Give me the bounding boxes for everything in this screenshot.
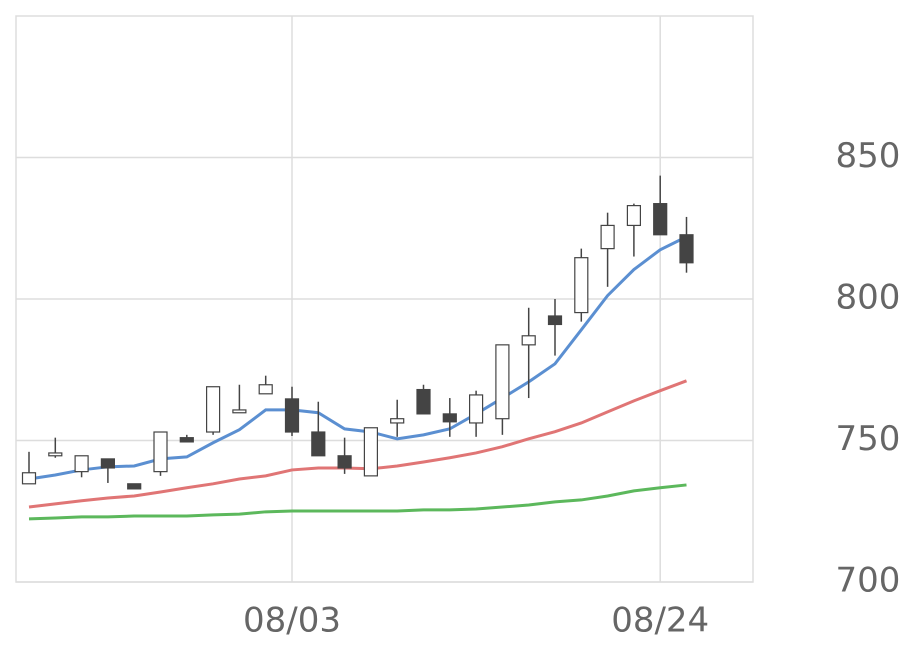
x-tick-label: 08/03 [243,601,341,641]
y-tick-label: 800 [836,278,901,318]
candle-body [521,335,536,346]
candle-body [206,386,221,433]
y-tick-label: 750 [836,419,901,459]
y-tick-label: 850 [836,136,901,176]
candle-body [653,203,668,236]
candle-body [100,458,116,469]
candle-body [337,455,352,469]
candle-body [600,224,615,250]
candle-body [232,409,247,414]
candle-body [258,384,273,395]
candle-body [363,427,378,477]
candle-body [127,483,142,490]
candle-body [574,257,589,314]
candle-body [284,398,300,433]
candle-body [469,394,484,424]
candle-body [179,437,194,443]
candle-body [21,472,37,485]
candle-body [442,413,457,423]
candle-body [495,344,510,420]
moving-average-line [28,235,688,481]
candle-body [390,418,405,424]
moving-average-line [28,379,688,509]
candle-body [153,431,168,473]
candle-body [74,455,89,473]
candle-body [416,388,431,415]
candle-body [626,205,642,227]
x-tick-label: 08/24 [611,601,709,641]
candle-body [311,431,326,457]
y-tick-label: 700 [836,561,901,601]
moving-average-line [28,483,687,521]
candle-body [48,452,63,457]
candle-body [547,315,563,326]
candle-body [679,234,694,264]
